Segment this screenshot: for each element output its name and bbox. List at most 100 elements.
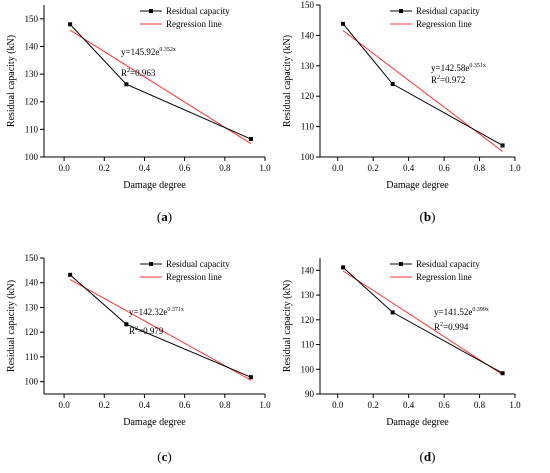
legend-marker-residual — [149, 262, 153, 266]
y-axis-title: Residual capacity (kN) — [282, 35, 293, 127]
y-tick-label: 100 — [25, 377, 39, 387]
data-point-marker — [68, 272, 73, 277]
y-tick-label: 110 — [25, 352, 39, 362]
data-point-marker — [500, 143, 505, 148]
data-point-marker — [390, 310, 395, 315]
regression-line — [342, 30, 503, 152]
data-point-marker — [341, 21, 346, 26]
r-squared-annotation: R2=0.994 — [434, 322, 469, 332]
legend-marker-residual — [149, 9, 153, 13]
data-point-marker — [341, 265, 346, 270]
x-tick-label: 0.4 — [403, 400, 415, 410]
legend-label-regression: Regression line — [166, 272, 222, 282]
equation-annotation: y=142.32e0.371x — [129, 307, 184, 317]
equation-annotation: y=141.52e0.399x — [434, 307, 489, 317]
y-tick-label: 150 — [301, 0, 315, 10]
x-tick-label: 0.0 — [332, 163, 344, 173]
residual-capacity-line — [69, 24, 252, 140]
regression-line — [69, 279, 252, 381]
y-tick-label: 140 — [301, 30, 315, 40]
x-tick-label: 0.4 — [403, 163, 415, 173]
y-tick-label: 100 — [301, 152, 315, 162]
x-tick-label: 0.4 — [139, 400, 151, 410]
legend-marker-residual — [399, 262, 403, 266]
legend-label-residual: Residual capacity — [416, 259, 480, 269]
legend-marker-residual — [399, 9, 403, 13]
legend-label-regression: Regression line — [416, 272, 472, 282]
y-tick-label: 110 — [301, 122, 315, 132]
x-tick-label: 0.2 — [99, 400, 110, 410]
x-tick-label: 0.6 — [179, 163, 191, 173]
y-axis-title: Residual capacity (kN) — [6, 35, 17, 127]
r-squared-annotation: R2=0.972 — [431, 75, 465, 85]
x-tick-label: 0.2 — [99, 163, 110, 173]
y-tick-label: 140 — [25, 41, 39, 51]
x-tick-label: 0.8 — [474, 163, 486, 173]
data-point-marker — [500, 371, 505, 376]
legend-label-regression: Regression line — [416, 19, 472, 29]
y-tick-label: 120 — [301, 315, 315, 325]
y-tick-label: 120 — [25, 327, 39, 337]
y-axis-title: Residual capacity (kN) — [6, 280, 17, 372]
regression-line — [342, 270, 503, 376]
x-axis-title: Damage degree — [123, 180, 186, 191]
chart-panel-4: 0.0 0.2 0.4 0.6 0.8 1.0 90 100 110 120 130 140 Damag… — [282, 258, 521, 464]
regression-line — [69, 29, 252, 145]
x-axis-title: Damage degree — [123, 417, 186, 428]
residual-capacity-line — [342, 267, 503, 374]
data-point-marker — [124, 82, 129, 87]
y-tick-label: 90 — [305, 389, 315, 399]
data-point-marker — [248, 375, 253, 380]
x-tick-label: 0.2 — [368, 163, 379, 173]
data-point-marker — [248, 137, 253, 142]
x-axis-title: Damage degree — [386, 417, 449, 428]
legend-label-residual: Residual capacity — [416, 6, 480, 16]
x-tick-label: 0.0 — [332, 400, 344, 410]
legend-label-regression: Regression line — [166, 19, 222, 29]
x-tick-label: 1.0 — [509, 400, 521, 410]
x-tick-label: 0.0 — [58, 163, 70, 173]
residual-capacity-line — [342, 23, 503, 146]
y-tick-label: 130 — [25, 302, 39, 312]
data-point-marker — [68, 22, 73, 27]
y-tick-label: 120 — [25, 97, 39, 107]
y-tick-label: 140 — [25, 278, 39, 288]
chart-panel-1: 0.0 0.2 0.4 0.6 0.8 1.0 100 110 120 130 140 150 Dama… — [6, 5, 271, 224]
y-tick-label: 110 — [301, 340, 315, 350]
y-tick-label: 100 — [25, 152, 39, 162]
x-tick-label: 0.0 — [58, 400, 70, 410]
y-tick-label: 100 — [301, 364, 315, 374]
data-point-marker — [390, 82, 395, 87]
x-tick-label: 0.6 — [438, 163, 450, 173]
y-tick-label: 150 — [25, 253, 39, 263]
y-tick-label: 130 — [301, 61, 315, 71]
equation-annotation: y=142.58e0.351x — [431, 63, 486, 73]
x-tick-label: 0.6 — [179, 400, 191, 410]
x-axis-title: Damage degree — [386, 180, 449, 191]
x-tick-label: 1.0 — [259, 400, 271, 410]
panel-label: (b) — [420, 209, 436, 224]
y-tick-label: 140 — [301, 265, 315, 275]
legend-label-residual: Residual capacity — [166, 6, 230, 16]
panel-label: (d) — [420, 449, 436, 464]
y-tick-label: 110 — [25, 124, 39, 134]
x-tick-label: 0.8 — [219, 400, 231, 410]
x-tick-label: 1.0 — [509, 163, 521, 173]
y-tick-label: 130 — [25, 69, 39, 79]
x-tick-label: 0.4 — [139, 163, 151, 173]
equation-annotation: y=145.92e0.352x — [121, 47, 176, 57]
data-point-marker — [124, 322, 129, 327]
y-tick-label: 130 — [301, 290, 315, 300]
r-squared-annotation: R2=0.979 — [129, 326, 164, 336]
y-axis-title: Residual capacity (kN) — [282, 280, 293, 372]
y-tick-label: 120 — [301, 91, 315, 101]
legend-label-residual: Residual capacity — [166, 259, 230, 269]
r-squared-annotation: R2=0.963 — [121, 68, 156, 78]
x-tick-label: 0.8 — [474, 400, 486, 410]
chart-panel-2: 0.0 0.2 0.4 0.6 0.8 1.0 100 110 120 130 140 150 Dama… — [282, 0, 521, 224]
panel-label: (a) — [157, 209, 172, 224]
x-tick-label: 1.0 — [259, 163, 271, 173]
x-tick-label: 0.6 — [438, 400, 450, 410]
chart-panel-3: 0.0 0.2 0.4 0.6 0.8 1.0 100 110 120 130 140 150 Dama… — [6, 253, 271, 464]
